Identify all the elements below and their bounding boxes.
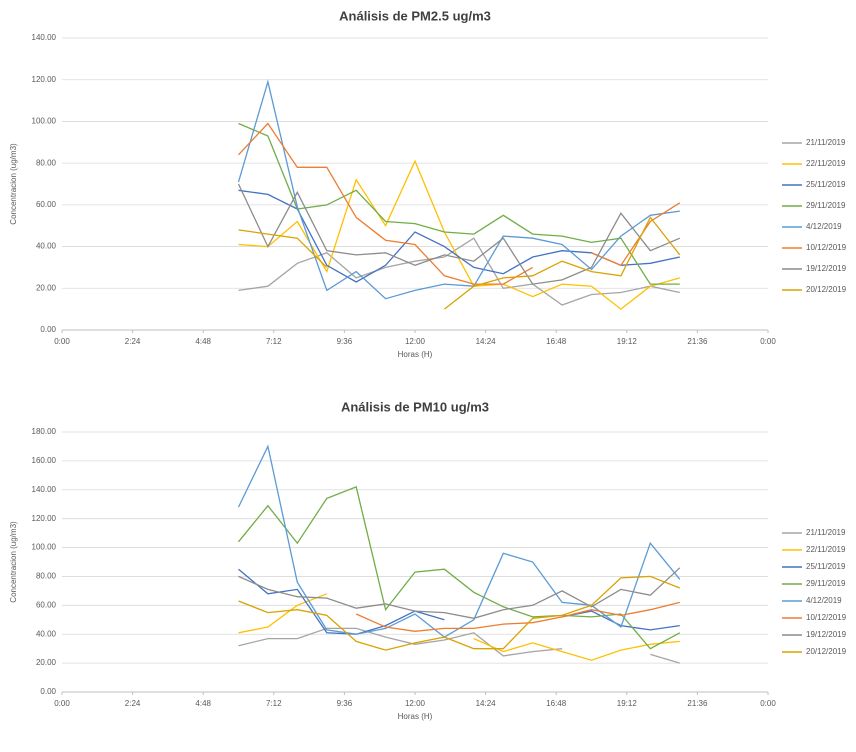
y-tick-label: 80.00	[36, 572, 57, 581]
x-tick-label: 14:24	[476, 699, 497, 708]
series-line	[237, 79, 680, 300]
x-tick-label: 16:48	[546, 337, 567, 346]
series-line	[238, 567, 681, 619]
x-tick-label: 9:36	[337, 699, 353, 708]
x-tick-label: 19:12	[617, 699, 638, 708]
legend-label: 29/11/2019	[806, 201, 846, 210]
legend-label: 10/12/2019	[806, 613, 847, 622]
legend-label: 10/12/2019	[806, 243, 847, 252]
y-tick-label: 100.00	[32, 117, 57, 126]
x-tick-label: 7:12	[266, 699, 282, 708]
x-tick-label: 9:36	[337, 337, 353, 346]
series-line	[238, 159, 680, 310]
x-tick-label: 0:00	[760, 699, 776, 708]
y-axis-title: Concentracion (ug/m3)	[9, 143, 18, 225]
series-line	[238, 627, 680, 664]
series-line	[238, 568, 680, 635]
series-line	[238, 189, 680, 283]
legend-label: 22/11/2019	[806, 159, 846, 168]
chart-title: Análisis de PM2.5 ug/m3	[339, 8, 491, 23]
series-line	[238, 216, 681, 310]
legend-label: 29/11/2019	[806, 579, 846, 588]
x-tick-label: 19:12	[617, 337, 638, 346]
x-tick-label: 0:00	[54, 699, 70, 708]
chart: Análisis de PM2.5 ug/m3 0.00 20.00 40.00 60.…	[9, 8, 846, 359]
x-tick-label: 12:00	[405, 699, 426, 708]
chart-title: Análisis de PM10 ug/m3	[341, 399, 489, 414]
y-axis-title: Concentracion (ug/m3)	[9, 521, 18, 603]
y-tick-label: 120.00	[32, 75, 57, 84]
y-tick-label: 0.00	[40, 687, 56, 696]
legend-label: 22/11/2019	[806, 545, 846, 554]
y-tick-label: 0.00	[40, 325, 56, 334]
y-tick-label: 120.00	[32, 514, 57, 523]
y-tick-label: 60.00	[36, 200, 57, 209]
chart: Análisis de PM10 ug/m3 0.00 20.00 40.00 60.0…	[9, 399, 846, 721]
legend-label: 4/12/2019	[806, 222, 842, 231]
x-tick-label: 21:36	[687, 337, 708, 346]
x-tick-label: 0:00	[54, 337, 70, 346]
legend-label: 19/12/2019	[806, 264, 847, 273]
y-tick-label: 140.00	[32, 33, 57, 42]
series-line	[237, 486, 681, 650]
x-tick-label: 7:12	[266, 337, 282, 346]
x-tick-label: 4:48	[195, 337, 211, 346]
y-tick-label: 140.00	[32, 485, 57, 494]
x-tick-label: 12:00	[405, 337, 426, 346]
x-tick-label: 14:24	[476, 337, 497, 346]
series-line	[238, 593, 680, 661]
y-tick-label: 160.00	[32, 456, 57, 465]
y-tick-label: 40.00	[36, 242, 57, 251]
series-line	[355, 601, 680, 632]
legend-label: 21/11/2019	[806, 138, 846, 147]
y-tick-label: 20.00	[36, 283, 57, 292]
legend-label: 19/12/2019	[806, 630, 847, 639]
y-tick-label: 20.00	[36, 658, 57, 667]
x-tick-label: 2:24	[125, 699, 141, 708]
x-axis-title: Horas (H)	[398, 712, 433, 721]
legend-label: 25/11/2019	[806, 180, 846, 189]
series-line	[238, 237, 680, 306]
x-tick-label: 4:48	[195, 699, 211, 708]
x-tick-label: 16:48	[546, 699, 567, 708]
series-line	[237, 183, 681, 285]
legend-label: 20/12/2019	[806, 647, 847, 656]
y-tick-label: 100.00	[32, 543, 57, 552]
y-tick-label: 80.00	[36, 158, 57, 167]
y-tick-label: 40.00	[36, 629, 57, 638]
legend-label: 25/11/2019	[806, 562, 846, 571]
x-tick-label: 2:24	[125, 337, 141, 346]
series-line	[237, 444, 681, 638]
legend-label: 4/12/2019	[806, 596, 842, 605]
series-line	[238, 575, 681, 651]
legend-label: 20/12/2019	[806, 285, 847, 294]
y-tick-label: 180.00	[32, 427, 57, 436]
x-tick-label: 21:36	[687, 699, 708, 708]
y-tick-label: 60.00	[36, 600, 57, 609]
x-axis-title: Horas (H)	[398, 350, 433, 359]
x-tick-label: 0:00	[760, 337, 776, 346]
legend-label: 21/11/2019	[806, 528, 846, 537]
